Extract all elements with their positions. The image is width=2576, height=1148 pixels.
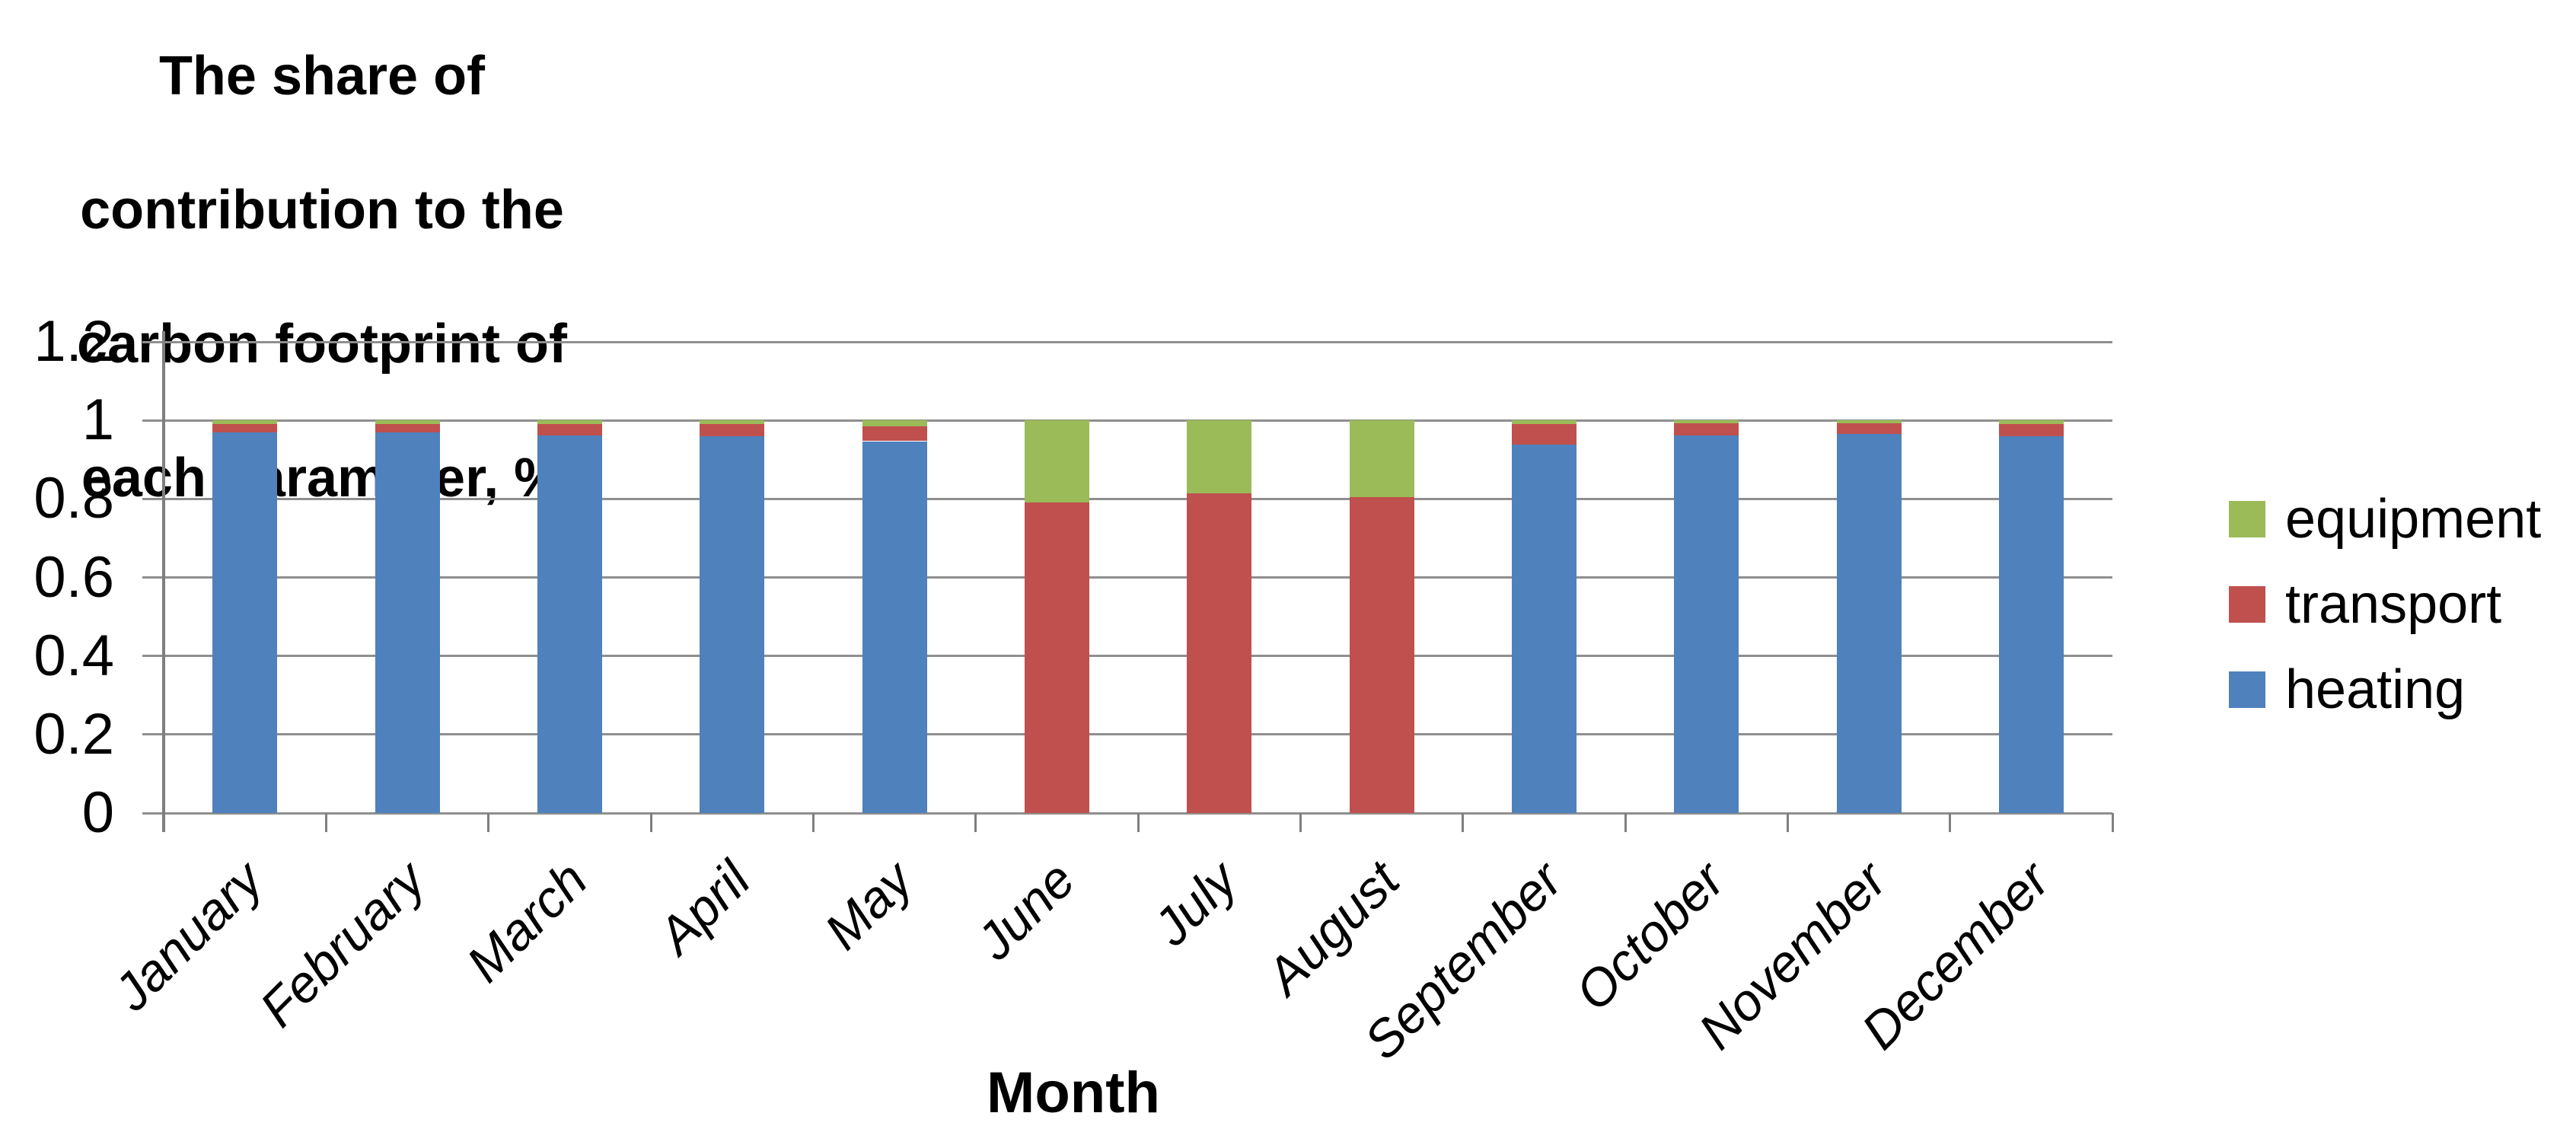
bar-segment-transport <box>1187 493 1252 813</box>
x-tick-label-month: February <box>248 850 437 1038</box>
bar-segment-equipment <box>1511 420 1577 425</box>
legend-swatch-equipment <box>2229 501 2265 537</box>
x-tick-mark <box>1137 813 1140 832</box>
gridline <box>142 655 2112 658</box>
x-tick-label-month: March <box>456 850 599 993</box>
bar-segment-transport <box>1024 502 1089 813</box>
y-tick-label: 0.8 <box>33 466 114 531</box>
x-tick-mark <box>1624 813 1627 832</box>
bar-segment-equipment <box>1024 420 1089 503</box>
x-tick-label-month: January <box>102 850 274 1022</box>
legend-label: transport <box>2285 574 2502 635</box>
x-tick-mark <box>324 813 327 832</box>
x-tick-label-month: July <box>1142 850 1248 957</box>
x-tick-mark <box>974 813 977 832</box>
legend-item-heating: heating <box>2229 655 2465 724</box>
bar-segment-transport <box>700 424 765 436</box>
y-axis-line <box>162 331 165 832</box>
x-tick-mark <box>649 813 652 832</box>
legend-item-equipment: equipment <box>2229 485 2541 553</box>
bar-segment-heating <box>1836 433 1902 813</box>
bar-segment-heating <box>1674 435 1739 813</box>
gridline <box>142 419 2112 422</box>
x-tick-mark <box>811 813 815 832</box>
gridline <box>142 733 2112 736</box>
x-tick-mark <box>2111 813 2114 832</box>
x-tick-label-month: June <box>965 850 1086 971</box>
bar-segment-equipment <box>700 420 765 425</box>
bar-segment-transport <box>1998 424 2064 436</box>
legend-swatch-heating <box>2229 671 2265 708</box>
y-axis-title-line: each parameter, % <box>81 448 563 509</box>
bar-segment-equipment <box>375 420 440 424</box>
y-axis-title-line: The share of <box>158 46 486 107</box>
bar-segment-equipment <box>212 420 278 424</box>
y-tick-label: 0.2 <box>33 701 114 767</box>
x-tick-mark <box>487 813 490 832</box>
y-axis-title-line: carbon footprint of <box>77 314 567 375</box>
gridline <box>142 812 2112 815</box>
x-tick-mark <box>1786 813 1789 832</box>
bar-segment-equipment <box>1998 420 2064 425</box>
legend-swatch-transport <box>2229 586 2265 623</box>
gridline <box>142 576 2112 579</box>
bar-segment-transport <box>1349 496 1414 813</box>
y-tick-label: 0.4 <box>33 623 114 688</box>
bar-segment-equipment <box>1349 420 1414 497</box>
x-tick-label-month: August <box>1255 850 1411 1006</box>
bar-segment-transport <box>212 423 278 432</box>
x-tick-label-month: April <box>646 850 761 965</box>
bar-segment-heating <box>212 432 278 813</box>
bar-segment-equipment <box>537 420 602 425</box>
bar-segment-heating <box>375 432 440 813</box>
bar-segment-transport <box>1511 424 1577 445</box>
legend-label: equipment <box>2285 489 2542 550</box>
x-tick-mark <box>1462 813 1465 832</box>
bar-segment-equipment <box>1187 420 1252 493</box>
legend-item-transport: transport <box>2229 570 2501 639</box>
bar-segment-transport <box>1836 423 1902 434</box>
y-tick-label: 0.6 <box>33 544 114 610</box>
bar-segment-heating <box>700 435 765 813</box>
bar-segment-heating <box>862 441 927 813</box>
x-tick-label-month: May <box>813 850 924 961</box>
x-tick-label-month: October <box>1564 850 1736 1022</box>
gridline <box>142 497 2112 500</box>
x-axis-title: Month <box>987 1060 1160 1125</box>
y-axis-title-line: contribution to the <box>80 180 564 241</box>
bar-segment-equipment <box>862 420 927 426</box>
bar-segment-heating <box>1511 445 1577 813</box>
gridline <box>142 340 2112 343</box>
y-axis-title: The share of contribution to the carbon fo… <box>40 9 604 545</box>
y-tick-label: 0 <box>81 780 114 845</box>
bar-segment-transport <box>1674 423 1739 436</box>
y-tick-label: 1 <box>81 387 114 453</box>
bar-segment-equipment <box>1836 420 1902 423</box>
x-tick-mark <box>1949 813 1952 832</box>
x-tick-mark <box>162 813 165 832</box>
bar-segment-transport <box>375 423 440 432</box>
bar-segment-transport <box>537 424 602 435</box>
bar-segment-equipment <box>1674 420 1739 424</box>
y-tick-label: 1.2 <box>33 309 114 374</box>
bar-segment-heating <box>537 435 602 813</box>
bar-segment-heating <box>1998 435 2064 813</box>
legend-label: heating <box>2285 659 2466 720</box>
bar-segment-transport <box>862 426 927 442</box>
x-tick-mark <box>1299 813 1302 832</box>
